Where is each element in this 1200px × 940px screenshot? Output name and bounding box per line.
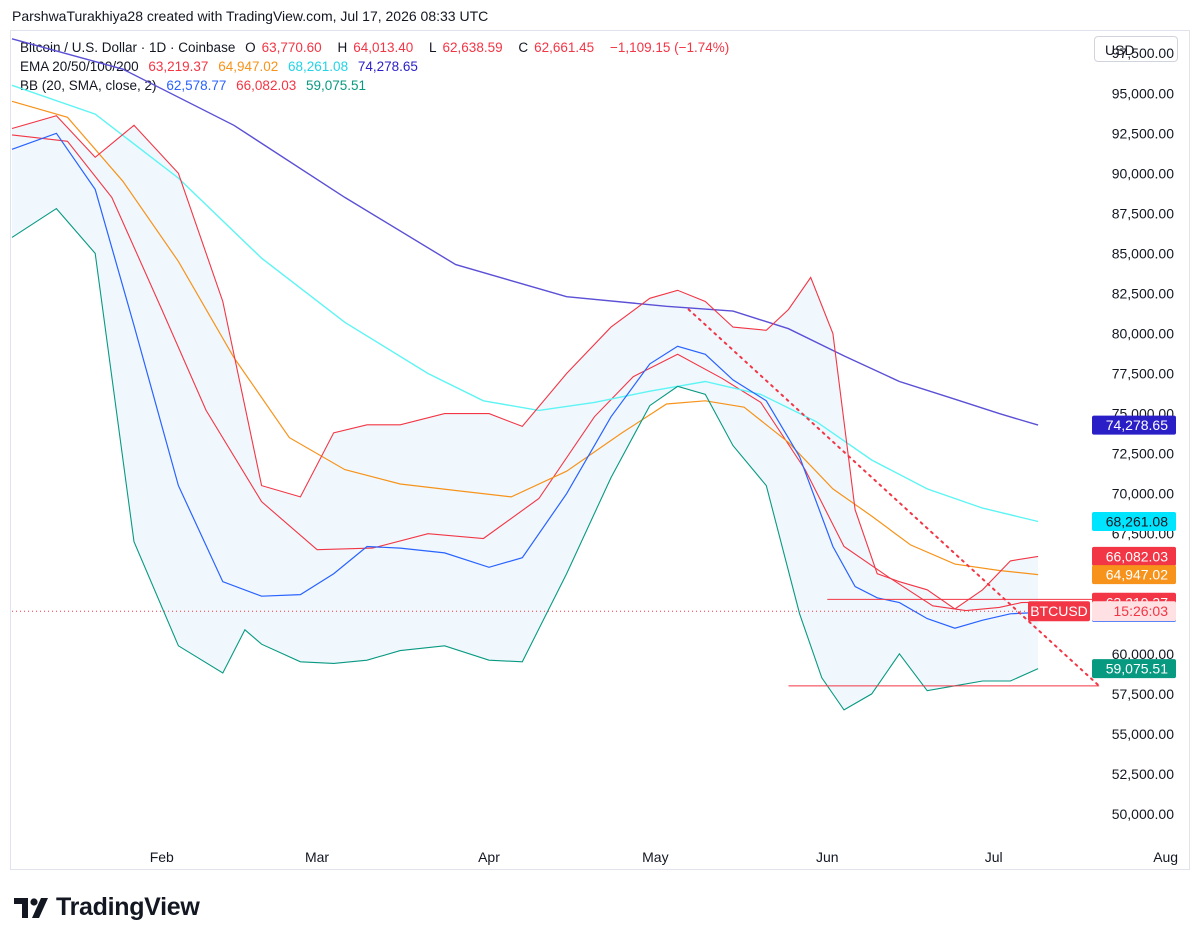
bb-band-fill <box>12 115 1039 710</box>
x-tick-label: Mar <box>305 849 329 865</box>
price-tag: 68,261.08 <box>1106 514 1168 530</box>
countdown-tag-bg <box>1092 601 1176 622</box>
symbol-tag: BTCUSD <box>1030 603 1088 619</box>
x-tick-label: Feb <box>150 849 174 865</box>
y-tick-label: 55,000.00 <box>1112 726 1174 742</box>
series-line-bb-upper <box>11 115 1039 610</box>
y-tick-label: 97,500.00 <box>1112 45 1174 61</box>
y-tick-label: 82,500.00 <box>1112 285 1174 301</box>
legend-ema[interactable]: EMA 20/50/100/200 63,219.37 64,947.02 68… <box>20 59 424 74</box>
price-tag-bg <box>1092 546 1176 566</box>
legend-bb[interactable]: BB (20, SMA, close, 2) 62,578.77 66,082.… <box>20 78 372 93</box>
bb-label: BB (20, SMA, close, 2) <box>20 78 157 93</box>
bb-basis-value: 62,578.77 <box>166 78 227 93</box>
series-line-ema-200 <box>11 38 1039 426</box>
ohlc-high: H 64,013.40 <box>337 40 414 55</box>
price-tag-bg <box>1092 512 1176 532</box>
tradingview-logo[interactable]: TradingView <box>14 893 200 922</box>
y-tick-label: 72,500.00 <box>1112 446 1174 462</box>
chart-credit: ParshwaTurakhiya28 created with TradingV… <box>12 8 489 24</box>
x-tick-label: Apr <box>478 849 500 865</box>
price-tag: 74,278.65 <box>1106 417 1168 433</box>
x-tick-label: Jun <box>816 849 839 865</box>
ohlc-open: O 63,770.60 <box>245 40 322 55</box>
ema20-value: 63,219.37 <box>148 59 209 74</box>
y-tick-label: 85,000.00 <box>1112 245 1174 261</box>
series-line-ema-100 <box>11 84 1039 523</box>
series-line-bb-lower <box>11 207 1039 711</box>
tradingview-logo-icon <box>14 897 48 918</box>
x-tick-label: May <box>642 849 668 865</box>
x-tick-label: Jul <box>985 849 1003 865</box>
ohlc-close: C 62,661.45 <box>518 40 595 55</box>
y-tick-label: 95,000.00 <box>1112 85 1174 101</box>
x-tick-label: Aug <box>1153 849 1178 865</box>
price-tag: 66,082.03 <box>1106 548 1168 564</box>
symbol-tag-bg <box>1028 601 1090 622</box>
price-tag-bg <box>1092 659 1176 679</box>
y-tick-label: 70,000.00 <box>1112 486 1174 502</box>
y-tick-label: 87,500.00 <box>1112 205 1174 221</box>
series-line-bb-basis <box>11 132 1039 629</box>
bb-upper-value: 66,082.03 <box>236 78 297 93</box>
tradingview-wordmark: TradingView <box>56 893 200 921</box>
price-tag: 59,075.51 <box>1106 661 1168 677</box>
y-tick-label: 60,000.00 <box>1112 646 1174 662</box>
bb-lower-value: 59,075.51 <box>305 78 367 93</box>
y-tick-label: 52,500.00 <box>1112 766 1174 782</box>
price-tag: 64,947.02 <box>1106 567 1168 583</box>
ema200-value: 74,278.65 <box>357 59 418 74</box>
y-tick-label: 57,500.00 <box>1112 686 1174 702</box>
price-tag-bg <box>1092 415 1176 435</box>
ohlc-change: −1,109.15 (−1.74%) <box>609 40 730 55</box>
price-tag-bg <box>1092 565 1176 585</box>
series-line-ema-20 <box>11 134 1039 612</box>
y-tick-label: 80,000.00 <box>1112 325 1174 341</box>
y-tick-label: 90,000.00 <box>1112 165 1174 181</box>
countdown-tag: 15:26:03 <box>1114 603 1169 619</box>
dotted-trendline <box>687 308 1101 687</box>
series-line-ema-50 <box>11 100 1039 576</box>
y-tick-label: 92,500.00 <box>1112 125 1174 141</box>
ema100-value: 68,261.08 <box>288 59 349 74</box>
y-tick-label: 50,000.00 <box>1112 806 1174 822</box>
symbol-title[interactable]: Bitcoin / U.S. Dollar · 1D · Coinbase <box>20 40 236 55</box>
ema-label: EMA 20/50/100/200 <box>20 59 139 74</box>
ohlc-low: L 62,638.59 <box>429 40 503 55</box>
ema50-value: 64,947.02 <box>218 59 279 74</box>
y-tick-label: 77,500.00 <box>1112 366 1174 382</box>
currency-button[interactable]: USD <box>1094 36 1178 62</box>
chart-frame <box>10 30 1190 870</box>
